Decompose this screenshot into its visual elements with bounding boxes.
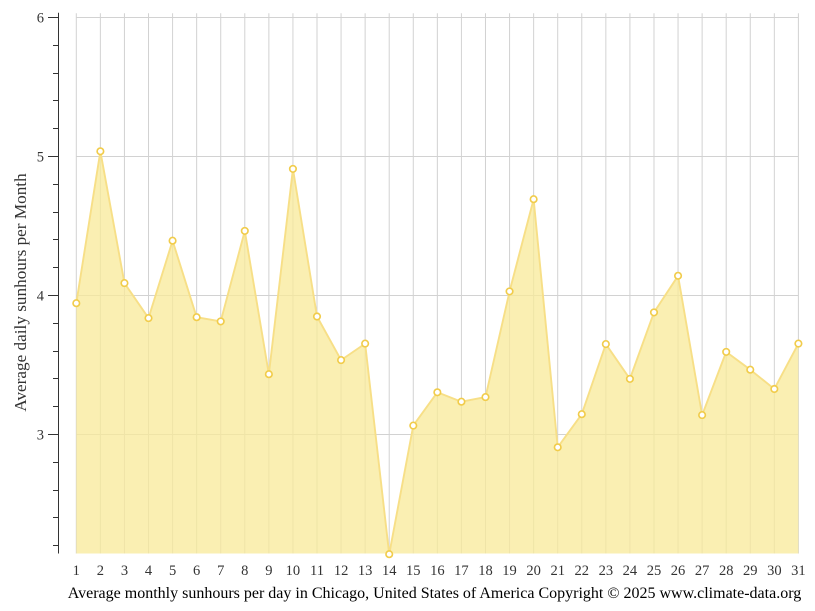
svg-text:9: 9 [265, 563, 272, 579]
svg-text:Average daily sunhours per Mon: Average daily sunhours per Month [11, 173, 30, 412]
svg-text:14: 14 [382, 563, 397, 579]
svg-text:30: 30 [767, 563, 782, 579]
svg-text:22: 22 [575, 563, 590, 579]
svg-text:19: 19 [502, 563, 517, 579]
svg-text:24: 24 [623, 563, 638, 579]
svg-text:29: 29 [743, 563, 758, 579]
svg-text:16: 16 [430, 563, 445, 579]
svg-text:15: 15 [406, 563, 421, 579]
svg-text:7: 7 [217, 563, 224, 579]
svg-text:28: 28 [719, 563, 734, 579]
svg-text:12: 12 [334, 563, 349, 579]
svg-text:4: 4 [37, 289, 45, 305]
svg-text:25: 25 [647, 563, 662, 579]
svg-text:6: 6 [193, 563, 200, 579]
svg-text:6: 6 [37, 11, 44, 27]
svg-text:27: 27 [695, 563, 710, 579]
svg-text:20: 20 [526, 563, 541, 579]
svg-text:5: 5 [169, 563, 176, 579]
svg-text:21: 21 [550, 563, 565, 579]
svg-text:31: 31 [791, 563, 806, 579]
svg-text:26: 26 [671, 563, 686, 579]
svg-text:5: 5 [37, 150, 44, 166]
svg-text:1: 1 [73, 563, 80, 579]
svg-text:11: 11 [310, 563, 324, 579]
svg-text:13: 13 [358, 563, 373, 579]
svg-text:2: 2 [97, 563, 104, 579]
svg-text:18: 18 [478, 563, 493, 579]
svg-text:3: 3 [121, 563, 128, 579]
svg-text:3: 3 [37, 428, 44, 444]
svg-text:4: 4 [145, 563, 153, 579]
svg-text:17: 17 [454, 563, 469, 579]
svg-text:8: 8 [241, 563, 248, 579]
svg-text:10: 10 [286, 563, 301, 579]
svg-text:23: 23 [599, 563, 614, 579]
svg-text:Average monthly sunhours per d: Average monthly sunhours per day in Chic… [68, 585, 801, 602]
